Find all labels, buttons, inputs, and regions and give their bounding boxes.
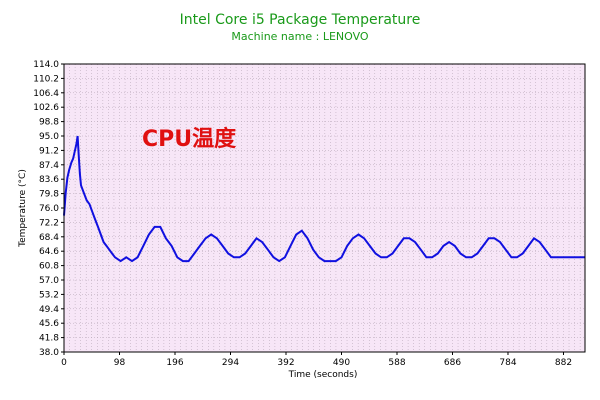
series-line <box>63 135 585 263</box>
plot-area <box>64 64 585 352</box>
y-tick-label: 79.8 <box>39 190 59 200</box>
y-tick-label: 110.2 <box>33 74 59 84</box>
x-tick-label: 882 <box>555 358 572 368</box>
y-tick-label: 72.2 <box>39 218 59 228</box>
plot-border <box>63 63 586 353</box>
y-tick-label: 106.4 <box>33 89 59 99</box>
y-tick-label: 49.4 <box>39 305 59 315</box>
y-tick-label: 60.8 <box>39 262 59 272</box>
y-tick-label: 41.8 <box>39 334 59 344</box>
y-tick-label: 38.0 <box>39 348 59 358</box>
x-tick-label: 0 <box>61 358 67 368</box>
gridlines <box>63 63 585 353</box>
y-tick-label: 95.0 <box>39 132 59 142</box>
x-tick-label: 686 <box>444 358 461 368</box>
y-tick-label: 76.0 <box>39 204 59 214</box>
x-tick-label: 784 <box>499 358 516 368</box>
x-tick-label: 294 <box>222 358 239 368</box>
y-tick-label: 98.8 <box>39 118 59 128</box>
y-tick-label: 68.4 <box>39 233 59 243</box>
y-tick-label: 45.6 <box>39 319 59 329</box>
y-tick-label: 114.0 <box>33 60 59 70</box>
x-tick-label: 588 <box>388 358 405 368</box>
y-tick-label: 102.6 <box>33 103 59 113</box>
y-tick-label: 87.4 <box>39 161 59 171</box>
x-tick-label: 98 <box>114 358 126 368</box>
chart-title: Intel Core i5 Package Temperature <box>180 12 421 28</box>
y-tick-label: 64.6 <box>39 247 59 257</box>
y-axis-label: Temperature (°C) <box>18 169 28 248</box>
y-tick-label: 53.2 <box>39 290 59 300</box>
x-tick-label: 490 <box>333 358 350 368</box>
x-axis-label: Time (seconds) <box>288 370 358 380</box>
y-tick-label: 57.0 <box>39 276 59 286</box>
chart-annotation: CPU温度 <box>142 126 237 152</box>
x-tick-label: 196 <box>166 358 183 368</box>
x-axis: 0 98 196 294 392 490 588 686 784 882 <box>61 352 572 368</box>
y-axis: 114.0 110.2 106.4 102.6 98.8 95.0 91.2 87.4 83.6… <box>33 60 64 358</box>
y-tick-label: 83.6 <box>39 175 59 185</box>
chart-subtitle: Machine name : LENOVO <box>231 30 369 43</box>
x-tick-label: 392 <box>277 358 294 368</box>
y-tick-label: 91.2 <box>39 146 59 156</box>
